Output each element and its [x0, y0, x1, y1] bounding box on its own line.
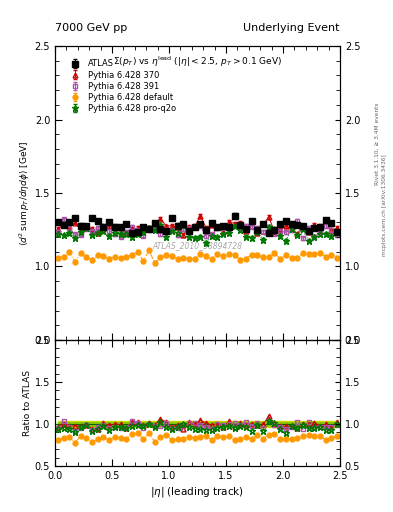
Text: ATLAS_2010_S8894728: ATLAS_2010_S8894728	[152, 242, 242, 250]
Text: $\Sigma(p_T)$ vs $\eta^{\rm lead}$ ($|\eta|<2.5,\,p_T>0.1$ GeV): $\Sigma(p_T)$ vs $\eta^{\rm lead}$ ($|\e…	[113, 55, 282, 69]
Legend: ATLAS, Pythia 6.428 370, Pythia 6.428 391, Pythia 6.428 default, Pythia 6.428 pr: ATLAS, Pythia 6.428 370, Pythia 6.428 39…	[62, 56, 179, 116]
Text: Underlying Event: Underlying Event	[243, 23, 340, 33]
Y-axis label: Ratio to ATLAS: Ratio to ATLAS	[23, 370, 32, 436]
Text: mcplots.cern.ch [arXiv:1306.3436]: mcplots.cern.ch [arXiv:1306.3436]	[382, 154, 387, 255]
Text: Rivet 3.1.10, ≥ 3.4M events: Rivet 3.1.10, ≥ 3.4M events	[375, 102, 380, 185]
Y-axis label: $\langle d^2\,\mathrm{sum}\,p_T/d\eta d\phi\rangle$ [GeV]: $\langle d^2\,\mathrm{sum}\,p_T/d\eta d\…	[17, 140, 32, 246]
Text: 7000 GeV pp: 7000 GeV pp	[55, 23, 127, 33]
X-axis label: $|\eta|$ (leading track): $|\eta|$ (leading track)	[151, 485, 244, 499]
